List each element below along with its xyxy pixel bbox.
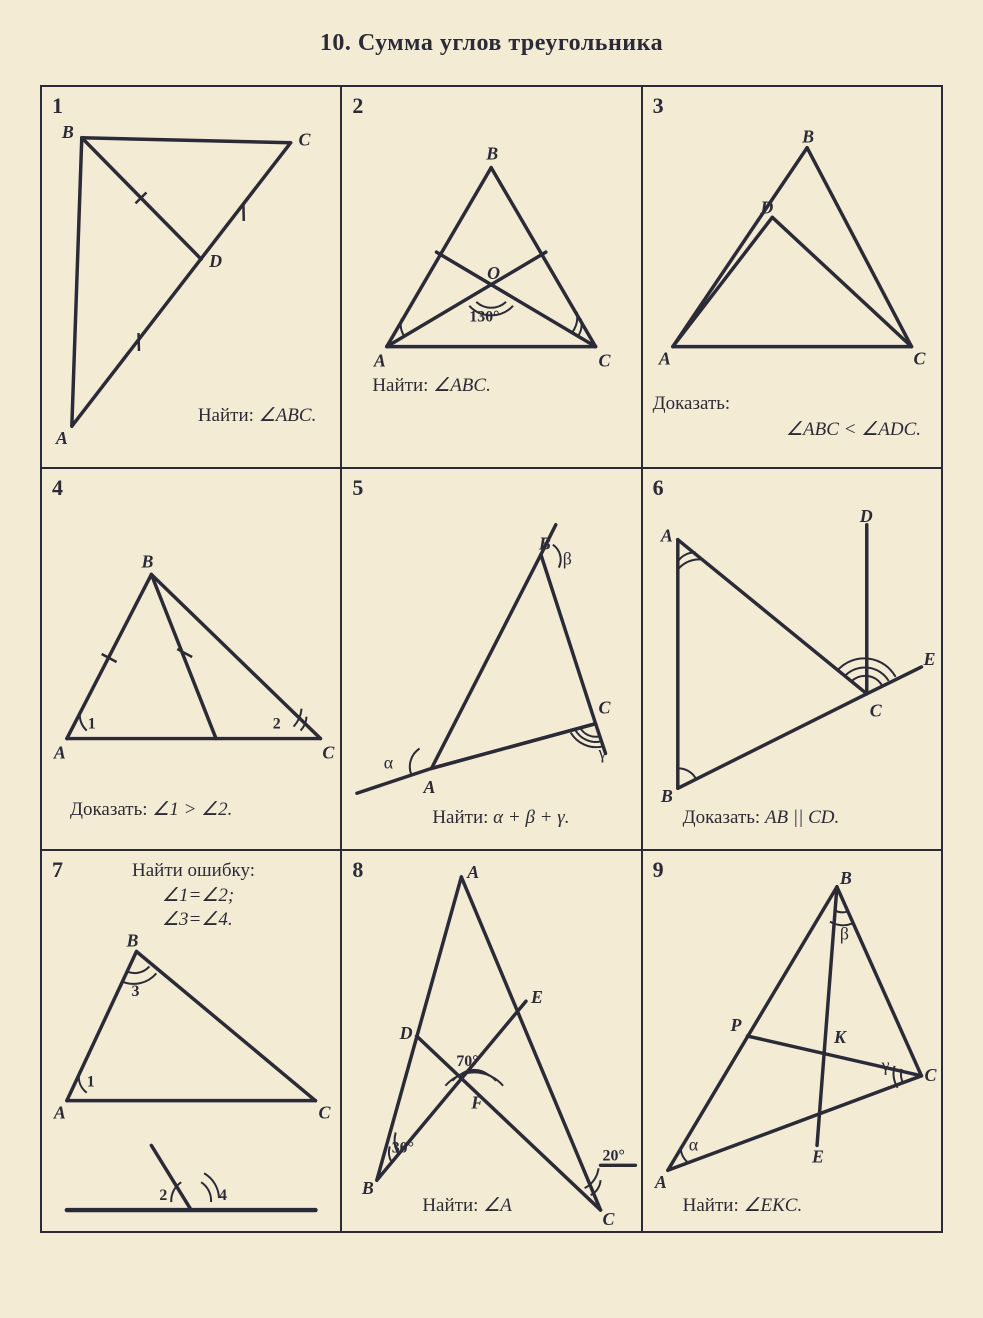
label-A: A — [53, 1103, 66, 1123]
label-B: B — [660, 786, 673, 806]
label-A: A — [654, 1172, 667, 1192]
label-B: B — [361, 1178, 374, 1198]
cell-6: 6 A D E C B Доказать: AB || CD. — [643, 469, 941, 849]
label-gamma: γ — [598, 742, 607, 762]
cell-3: 3 B D A C Доказать: ∠ABC < ∠ADC. — [643, 87, 941, 467]
task-text: Доказать: — [653, 393, 731, 415]
label-A: A — [53, 742, 66, 762]
label-O: O — [488, 263, 501, 283]
label-B: B — [140, 552, 153, 572]
angle-20: 20° — [603, 1147, 625, 1164]
label-A: A — [423, 777, 436, 797]
task-text: Найти: ∠EKC. — [683, 1194, 803, 1217]
label-beta: β — [840, 924, 849, 944]
task-text: Найти: ∠A — [422, 1194, 511, 1217]
task-text: Найти: α + β + γ. — [432, 807, 569, 829]
label-B: B — [801, 127, 814, 147]
task-text: Доказать: AB || CD. — [683, 807, 840, 829]
label-alpha: α — [688, 1134, 697, 1154]
label-beta: β — [563, 549, 572, 569]
figure-6: A D E C B — [643, 469, 941, 849]
label-C: C — [599, 698, 612, 718]
task-text: Доказать: ∠1 > ∠2. — [70, 798, 232, 821]
label-B: B — [538, 534, 551, 554]
label-P: P — [729, 1015, 742, 1035]
label-C: C — [603, 1209, 616, 1229]
label-A: A — [467, 862, 480, 882]
label-A: A — [660, 526, 673, 546]
label-B: B — [126, 931, 139, 951]
figure-7: B 3 A 1 C 2 4 — [42, 851, 340, 1231]
figure-9: B β P K γ C E α A — [643, 851, 941, 1231]
cell-8: 8 A D E 70° F 30° B 20° C Найти: ∠A — [342, 851, 640, 1231]
cell-7: 7 Найти ошибку: ∠1=∠2; ∠3=∠4. B 3 A — [42, 851, 340, 1231]
label-2: 2 — [273, 716, 281, 733]
page-title: 10. Сумма углов треугольника — [40, 30, 943, 57]
label-B: B — [486, 144, 499, 164]
label-E: E — [811, 1146, 824, 1166]
label-K: K — [833, 1027, 847, 1047]
label-3: 3 — [131, 983, 139, 1000]
label-1: 1 — [87, 1074, 95, 1091]
figure-8: A D E 70° F 30° B 20° C — [342, 851, 640, 1231]
label-C: C — [322, 742, 335, 762]
problem-grid: 1 B C D A Найти: ∠ABC. 2 — [40, 85, 943, 1233]
label-D: D — [208, 251, 222, 271]
figure-4: B A C 1 2 — [42, 469, 340, 849]
label-2: 2 — [159, 1187, 167, 1204]
label-F: F — [471, 1093, 484, 1113]
label-A: A — [55, 428, 68, 448]
label-C: C — [924, 1065, 937, 1085]
label-D: D — [858, 506, 872, 526]
label-C: C — [318, 1103, 331, 1123]
cell-1: 1 B C D A Найти: ∠ABC. — [42, 87, 340, 467]
label-C: C — [599, 350, 612, 370]
label-E: E — [530, 987, 543, 1007]
label-A: A — [373, 350, 386, 370]
label-D: D — [399, 1023, 413, 1043]
label-B: B — [839, 868, 852, 888]
label-alpha: α — [384, 752, 393, 772]
label-gamma: γ — [880, 1055, 889, 1075]
task-text: Найти: ∠ABC. — [372, 374, 491, 397]
label-C: C — [913, 349, 926, 369]
label-D: D — [759, 197, 773, 217]
angle-130: 130° — [470, 309, 500, 326]
label-B: B — [61, 122, 74, 142]
angle-30: 30° — [392, 1139, 414, 1156]
cell-9: 9 B β P K γ C E α A Найти: ∠EKC. — [643, 851, 941, 1231]
figure-5: B β C γ A α — [342, 469, 640, 849]
cell-2: 2 B O 130° A C Найти: ∠ABC. — [342, 87, 640, 467]
figure-2: B O 130° A C — [342, 87, 640, 467]
cell-5: 5 B β C γ A α Найти: α + β + γ. — [342, 469, 640, 849]
task-text: Найти: ∠ABC. — [198, 404, 317, 427]
label-4: 4 — [219, 1187, 227, 1204]
label-A: A — [658, 349, 671, 369]
cell-4: 4 B A C 1 2 Доказать: ∠1 > ∠2. — [42, 469, 340, 849]
label-C: C — [869, 701, 882, 721]
label-1: 1 — [88, 716, 96, 733]
label-E: E — [922, 649, 935, 669]
angle-70: 70° — [457, 1053, 479, 1070]
task-math: ∠ABC < ∠ADC. — [786, 418, 921, 441]
label-C: C — [299, 130, 312, 150]
